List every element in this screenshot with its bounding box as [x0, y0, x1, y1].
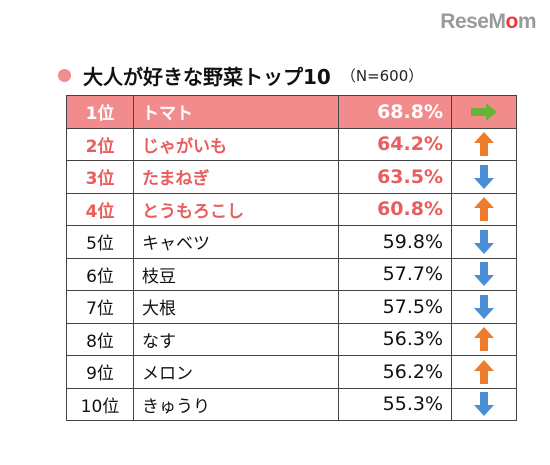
- sample-size: （N=600）: [340, 66, 424, 85]
- vegetable-name-cell: メロン: [133, 355, 339, 389]
- percent-cell: 64.2%: [338, 127, 452, 161]
- rank-cell: 1位: [66, 95, 134, 129]
- rank-cell: 8位: [66, 322, 134, 356]
- resemom-logo: ReseMom: [440, 10, 536, 33]
- down-arrow-icon: [474, 262, 494, 287]
- table-row: 7位 大根 57.5%: [66, 290, 517, 324]
- table-row: 1位 トマト 68.8%: [66, 95, 517, 129]
- table-row: 3位 たまねぎ 63.5%: [66, 160, 517, 194]
- table-row: 10位 きゅうり 55.3%: [66, 387, 517, 421]
- vegetable-name-cell: きゅうり: [133, 387, 339, 421]
- up-arrow-icon: [474, 132, 494, 157]
- down-arrow-icon: [474, 164, 494, 189]
- percent-cell: 63.5%: [338, 160, 452, 194]
- trend-cell: [451, 127, 517, 161]
- trend-cell: [451, 257, 517, 291]
- table-row: 8位 なす 56.3%: [66, 322, 517, 356]
- percent-cell: 55.3%: [338, 387, 452, 421]
- percent-cell: 56.2%: [338, 355, 452, 389]
- percent-cell: 68.8%: [338, 95, 452, 129]
- trend-cell: [451, 95, 517, 129]
- bullet-dot: [58, 68, 71, 82]
- table-row: 5位 キャベツ 59.8%: [66, 225, 517, 259]
- up-arrow-icon: [474, 327, 494, 352]
- vegetable-name-cell: じゃがいも: [133, 127, 339, 161]
- chart-title: 大人が好きな野菜トップ10: [83, 64, 331, 89]
- vegetable-name-cell: キャベツ: [133, 225, 339, 259]
- rank-cell: 4位: [66, 192, 134, 226]
- trend-cell: [451, 387, 517, 421]
- rank-cell: 9位: [66, 355, 134, 389]
- trend-cell: [451, 322, 517, 356]
- vegetable-name-cell: 枝豆: [133, 257, 339, 291]
- percent-cell: 56.3%: [338, 322, 452, 356]
- up-arrow-icon: [474, 359, 494, 384]
- down-arrow-icon: [474, 229, 494, 254]
- table-row: 9位 メロン 56.2%: [66, 355, 517, 389]
- down-arrow-icon: [474, 294, 494, 319]
- vegetable-name-cell: 大根: [133, 290, 339, 324]
- percent-cell: 57.7%: [338, 257, 452, 291]
- trend-cell: [451, 192, 517, 226]
- percent-cell: 57.5%: [338, 290, 452, 324]
- vegetable-name-cell: たまねぎ: [133, 160, 339, 194]
- rank-cell: 7位: [66, 290, 134, 324]
- down-arrow-icon: [474, 392, 494, 417]
- vegetable-name-cell: トマト: [133, 95, 339, 129]
- table-row: 2位 じゃがいも 64.2%: [66, 127, 517, 161]
- percent-cell: 59.8%: [338, 225, 452, 259]
- trend-cell: [451, 160, 517, 194]
- chart-heading: 大人が好きな野菜トップ10 （N=600）: [58, 58, 423, 92]
- right-arrow-icon: [471, 102, 497, 121]
- table-row: 6位 枝豆 57.7%: [66, 257, 517, 291]
- rank-cell: 5位: [66, 225, 134, 259]
- vegetable-name-cell: なす: [133, 322, 339, 356]
- rank-cell: 2位: [66, 127, 134, 161]
- rank-cell: 6位: [66, 257, 134, 291]
- trend-cell: [451, 225, 517, 259]
- ranking-table: 1位 トマト 68.8% 2位 じゃがいも 64.2% 3位 たまねぎ 63.5% 4位 とうもろこ…: [66, 95, 517, 421]
- trend-cell: [451, 355, 517, 389]
- rank-cell: 3位: [66, 160, 134, 194]
- up-arrow-icon: [474, 197, 494, 222]
- vegetable-name-cell: とうもろこし: [133, 192, 339, 226]
- percent-cell: 60.8%: [338, 192, 452, 226]
- rank-cell: 10位: [66, 387, 134, 421]
- trend-cell: [451, 290, 517, 324]
- table-row: 4位 とうもろこし 60.8%: [66, 192, 517, 226]
